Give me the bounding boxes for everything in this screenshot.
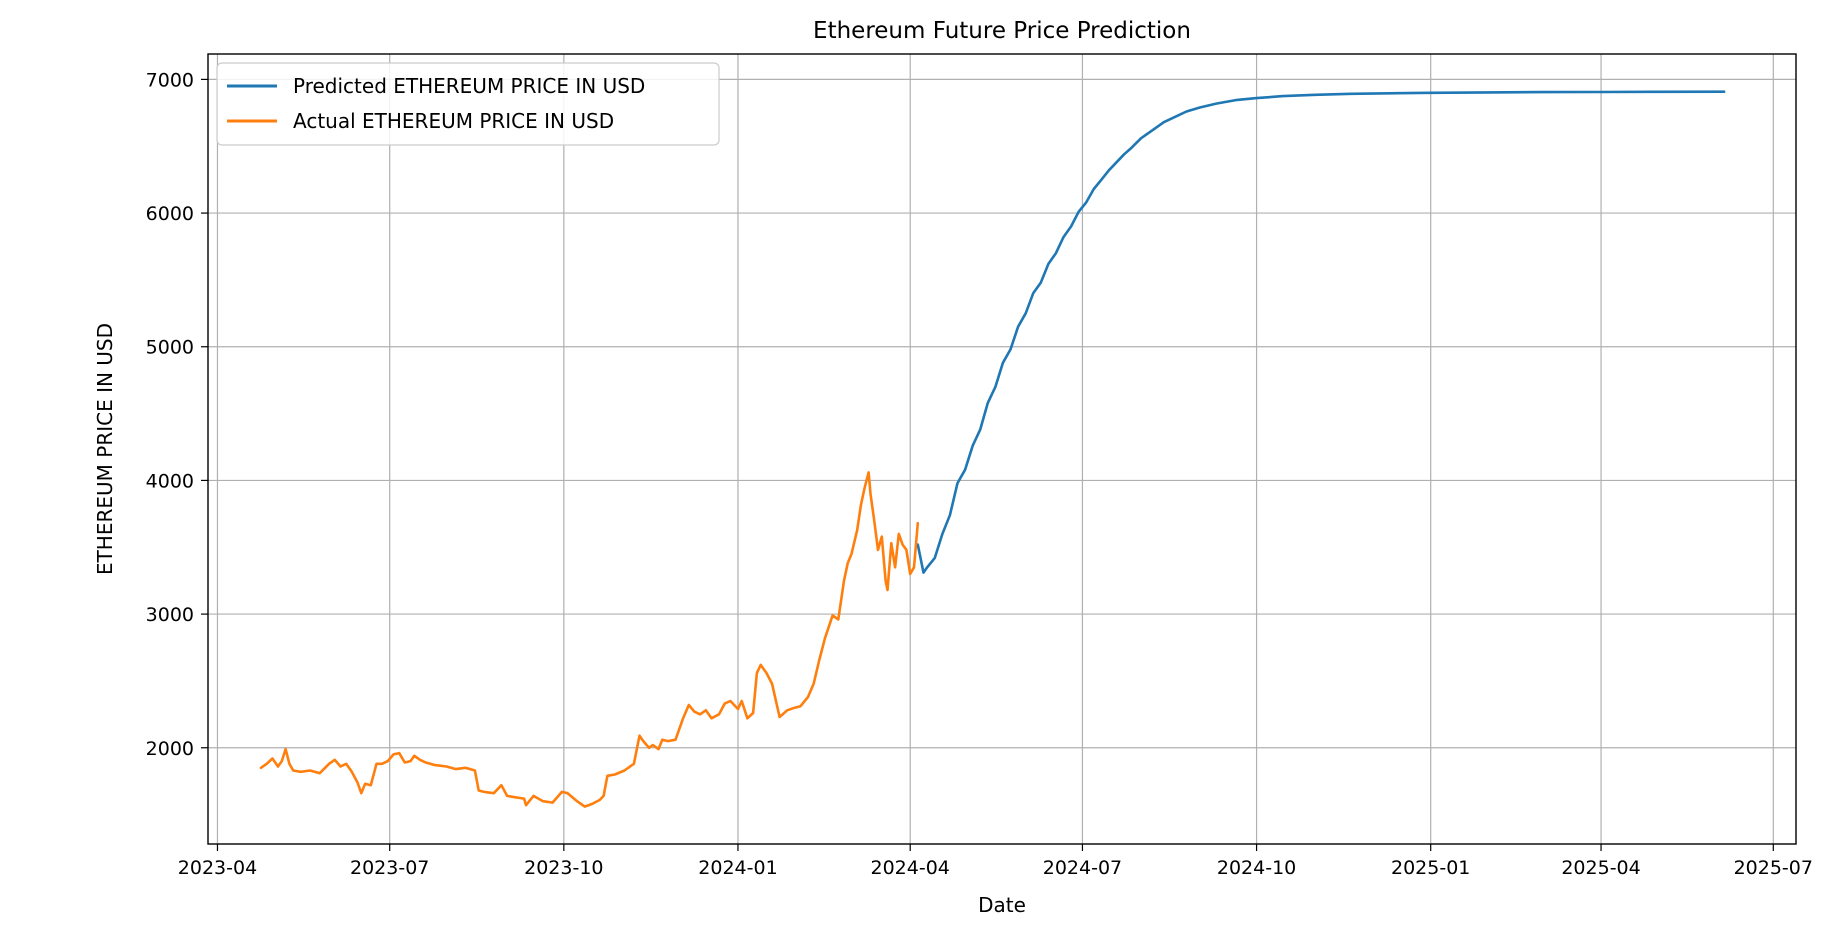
y-tick-label: 6000 [146,203,194,225]
y-axis-label: ETHEREUM PRICE IN USD [93,323,117,575]
y-tick-label: 4000 [146,470,194,492]
legend-box [216,62,720,146]
x-tick-label: 2024-04 [871,857,950,879]
axis-ticks: 2023-04 2023-07 2023-10 2024-01 2024-04 2024-… [146,69,1813,879]
x-tick-label: 2023-07 [350,857,429,879]
y-tick-label: 5000 [146,337,194,359]
series-lines [259,90,1726,808]
x-tick-label: 2025-01 [1391,857,1470,879]
x-tick-label: 2025-04 [1561,857,1640,879]
x-tick-label: 2023-10 [524,857,603,879]
actual-price-line [259,471,920,808]
x-tick-label: 2024-01 [698,857,777,879]
plot-frame [207,53,1797,845]
y-tick-label: 2000 [146,738,194,760]
x-tick-label: 2024-10 [1217,857,1296,879]
predicted-price-line [916,90,1726,574]
chart-title: Ethereum Future Price Prediction [813,18,1191,44]
x-axis-label: Date [978,893,1026,917]
legend-label-actual: Actual ETHEREUM PRICE IN USD [293,109,614,133]
x-tick-label: 2024-07 [1043,857,1122,879]
legend-label-predicted: Predicted ETHEREUM PRICE IN USD [293,74,645,98]
y-tick-label: 7000 [146,69,194,91]
x-tick-label: 2025-07 [1734,857,1813,879]
x-tick-label: 2023-04 [178,857,257,879]
grid-layer [208,54,1796,844]
legend: Predicted ETHEREUM PRICE IN USD Actual E… [216,62,720,146]
y-tick-label: 3000 [146,604,194,626]
